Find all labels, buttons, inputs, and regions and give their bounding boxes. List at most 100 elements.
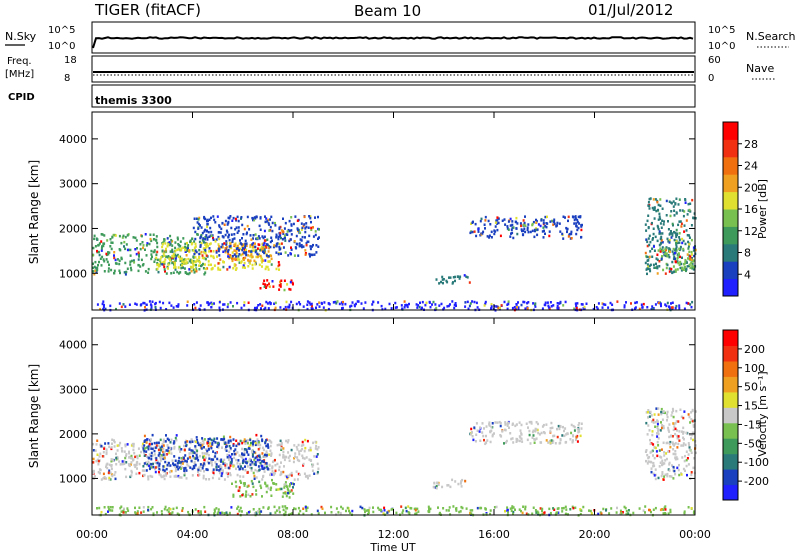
power-cell-1: [181, 264, 184, 267]
power-cell-9: [503, 300, 506, 304]
velocity-cell-2: [143, 440, 146, 443]
power-cell-0: [112, 233, 115, 237]
power-cell-7: [677, 203, 680, 206]
power-cell-9: [274, 301, 277, 305]
velocity-cell-0: [169, 441, 172, 444]
power-cell-0: [195, 269, 198, 273]
power-cell-0: [172, 271, 175, 274]
velocity-cell-2: [169, 447, 172, 450]
velocity-cell-0: [228, 454, 231, 457]
velocity-cell-0: [246, 440, 249, 444]
power-colorbar-tick-label-2: 20: [744, 181, 758, 194]
velocity-cell-0: [129, 475, 132, 479]
velocity-cell-6: [100, 510, 103, 514]
velocity-cell-0: [136, 456, 139, 460]
power-cell-5: [512, 226, 515, 229]
power-cell-5: [527, 230, 530, 234]
velocity-cell-2: [154, 466, 157, 469]
velocity-cell-3: [570, 423, 573, 427]
velocity-cell-6: [623, 505, 626, 509]
power-cell-0: [184, 271, 187, 275]
velocity-cell-0: [211, 464, 214, 467]
velocity-cell-5: [684, 469, 686, 472]
power-cell-4: [281, 238, 284, 241]
velocity-cell-0: [272, 473, 275, 477]
velocity-cell-0: [306, 439, 309, 443]
velocity-cell-0: [152, 462, 154, 466]
power-cell-1: [159, 259, 162, 263]
velocity-cell-2: [229, 464, 232, 467]
power-cell-4: [313, 253, 316, 256]
power-cell-2: [270, 254, 273, 258]
velocity-cell-5: [677, 436, 680, 440]
velocity-cell-2: [150, 457, 153, 461]
velocity-cell-0: [149, 474, 152, 478]
velocity-cell-0: [169, 475, 172, 478]
power-cell-9: [419, 301, 421, 304]
power-cell-0: [163, 238, 166, 241]
power-cell-9: [298, 301, 301, 304]
velocity-cell-2: [225, 445, 227, 449]
velocity-cell-6: [104, 512, 107, 516]
power-cell-4: [232, 216, 235, 220]
velocity-cell-2: [193, 457, 196, 460]
power-cell-0: [103, 270, 106, 273]
velocity-cell-0: [201, 439, 204, 442]
velocity-cell-1: [232, 493, 235, 497]
velocity-cell-5: [651, 449, 654, 453]
power-cell-7: [668, 255, 671, 259]
velocity-cell-3: [575, 438, 577, 441]
velocity-cell-3: [486, 439, 489, 442]
power-cell-7: [644, 223, 647, 226]
velocity-cell-0: [290, 471, 293, 475]
velocity-cell-2: [147, 445, 150, 448]
velocity-cell-0: [123, 462, 126, 466]
power-cell-4: [212, 215, 215, 218]
velocity-cell-6: [506, 508, 509, 512]
power-cell-0: [107, 253, 110, 256]
velocity-cell-3: [538, 433, 541, 436]
velocity-cell-6: [690, 507, 693, 510]
velocity-cell-6: [561, 507, 564, 510]
velocity-cell-6: [167, 510, 170, 513]
power-cell-9: [453, 303, 456, 307]
power-cell-4: [300, 222, 303, 225]
velocity-cell-5: [688, 443, 691, 447]
power-cell-9: [340, 301, 343, 304]
power-cell-0: [156, 245, 159, 249]
velocity-cell-0: [107, 442, 110, 445]
power-cell-5: [545, 225, 548, 229]
power-cell-1: [260, 256, 263, 259]
velocity-cell-6: [284, 505, 287, 508]
velocity-cell-5: [660, 474, 663, 478]
power-cell-7: [655, 257, 658, 260]
power-cell-5: [526, 228, 529, 231]
velocity-cell-6: [204, 510, 207, 513]
power-cell-5: [579, 215, 582, 218]
power-cell-0: [169, 234, 172, 238]
power-cell-4: [309, 253, 312, 256]
velocity-cell-6: [109, 509, 112, 512]
power-cell-9: [322, 306, 325, 309]
power-cell-0: [151, 255, 153, 259]
velocity-cell-6: [616, 506, 618, 510]
velocity-cell-3: [535, 428, 538, 431]
power-cell-4: [265, 217, 268, 220]
power-cell-7: [660, 226, 663, 229]
power-cell-4: [259, 217, 262, 220]
velocity-cell-2: [192, 465, 195, 468]
velocity-cell-0: [146, 455, 148, 458]
velocity-cell-6: [316, 509, 319, 513]
velocity-cell-2: [241, 441, 244, 445]
velocity-cell-6: [414, 512, 417, 516]
power-cell-8: [682, 268, 685, 271]
power-cell-7: [653, 206, 656, 210]
velocity-cell-0: [99, 472, 101, 475]
velocity-cell-0: [302, 464, 305, 467]
power-cell-7: [649, 269, 652, 273]
velocity-cell-0: [242, 475, 245, 478]
power-cell-9: [394, 306, 397, 309]
power-cell-4: [235, 219, 238, 222]
velocity-cell-5: [671, 441, 674, 444]
velocity-colorbar-swatch-2: [723, 453, 738, 470]
